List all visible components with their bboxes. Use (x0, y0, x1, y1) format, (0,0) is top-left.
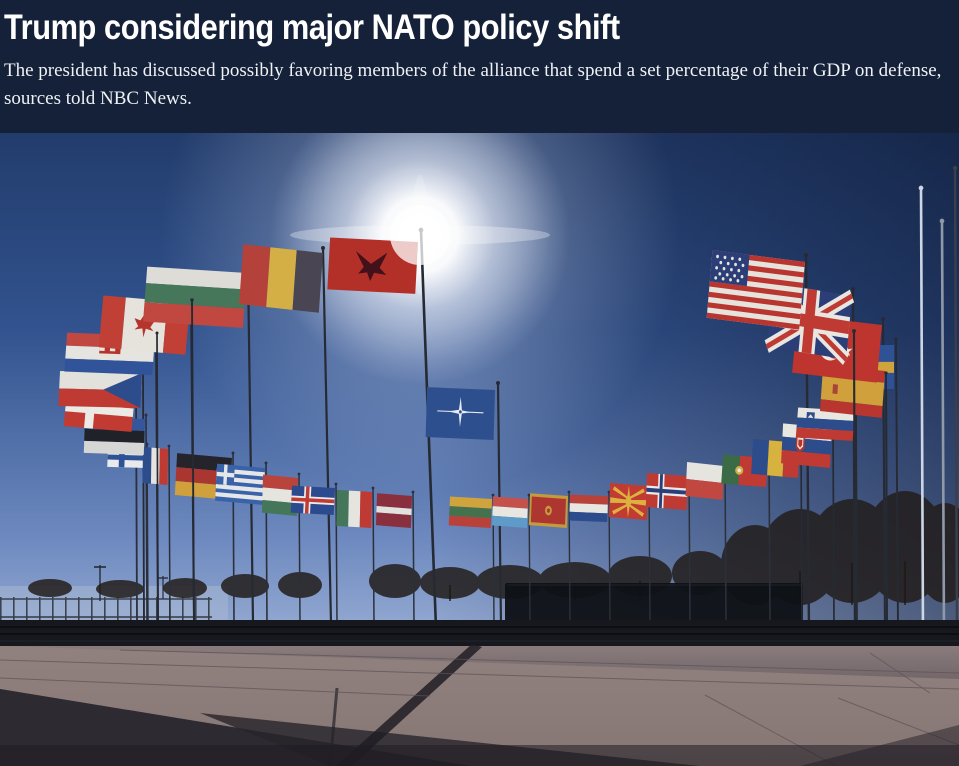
flags-layer (58, 237, 894, 528)
flag-greece (215, 463, 265, 505)
flag-france (142, 446, 168, 485)
dek: The president has discussed possibly fav… (4, 60, 942, 110)
article-photo (0, 133, 959, 766)
memorial-wall (505, 583, 803, 627)
pavement (0, 644, 959, 766)
nato-flags-photo (0, 133, 959, 766)
flag-czechia (58, 370, 142, 408)
flag-luxembourg (491, 496, 528, 528)
flag-belgium (239, 244, 323, 313)
lamp-posts (94, 565, 168, 601)
article-header: Trump considering major NATO policy shif… (0, 0, 959, 133)
flag-iceland (290, 485, 335, 515)
flag-latvia (375, 493, 412, 528)
fence (0, 597, 212, 620)
flag-poland (685, 462, 725, 500)
headline: Trump considering major NATO policy shif… (4, 8, 620, 47)
terrace-steps (0, 620, 959, 650)
flag-lithuania (448, 496, 492, 528)
flag-netherlands (569, 494, 609, 522)
flag-montenegro (528, 493, 568, 528)
sun-bloom (390, 205, 450, 265)
flag-usa (706, 250, 805, 330)
flag-north-macedonia (608, 483, 648, 520)
flag-nato (425, 387, 496, 440)
flag-italy (336, 489, 372, 528)
flag-slovakia (781, 423, 832, 468)
flag-bulgaria (143, 266, 247, 328)
flag-hungary (261, 474, 298, 516)
front-poles (155, 298, 888, 631)
flag-norway (645, 473, 688, 510)
